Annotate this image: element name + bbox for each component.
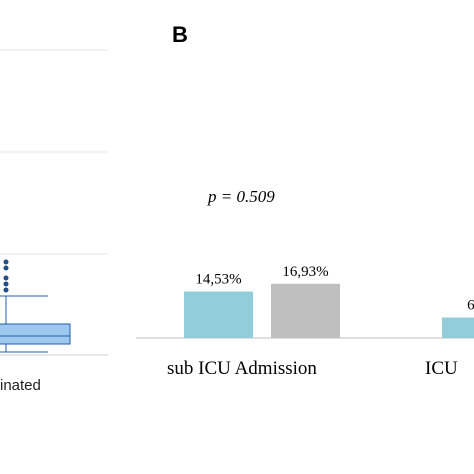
box (0, 323, 71, 345)
value-label: 6,4 (467, 298, 474, 314)
outliers (3, 259, 9, 293)
value-label: 16,93% (282, 264, 328, 280)
x-tick-label: sub ICU Admission (167, 358, 317, 379)
x-tick-label: inated (0, 377, 41, 394)
value-label: 14,53% (195, 272, 241, 288)
bar (442, 317, 474, 338)
x-tick-label: ICU (425, 358, 458, 379)
bar (271, 283, 340, 338)
left-panel: inated (0, 49, 108, 394)
annotation: p = 0.509 (207, 187, 275, 206)
bar (184, 291, 253, 338)
panel-label: B (172, 22, 188, 47)
